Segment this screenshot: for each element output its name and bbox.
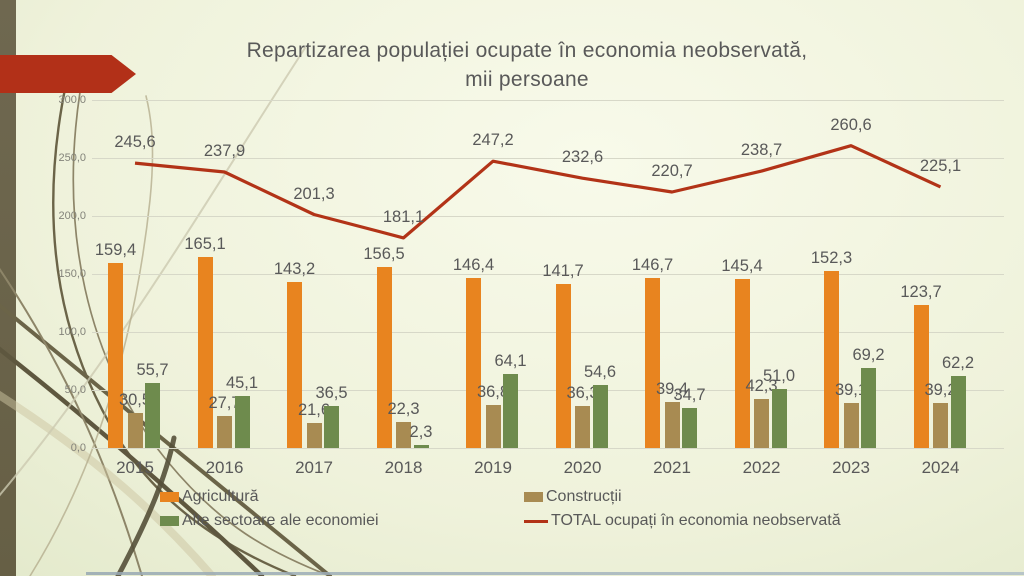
slide-title: Repartizarea populației ocupate în econo… — [130, 36, 924, 94]
x-axis-label-2015: 2015 — [116, 458, 154, 477]
x-axis-label-2017: 2017 — [295, 458, 333, 477]
bar-alte-sectoare-2017 — [324, 405, 339, 448]
bar-value-label: 39,1 — [834, 380, 868, 399]
x-axis-label-2016: 2016 — [205, 458, 244, 477]
x-axis-label-2024: 2024 — [921, 458, 960, 477]
bar-constructii-2015 — [127, 412, 143, 448]
bar-alte-sectoare-2024 — [950, 375, 966, 448]
gridline — [92, 274, 1004, 275]
line-value-label: 232,6 — [561, 148, 604, 167]
bar-value-label: 62,2 — [941, 353, 975, 372]
x-axis-label-2023: 2023 — [832, 458, 870, 477]
line-value-label: 237,9 — [203, 142, 246, 160]
line-value-label: 247,2 — [472, 131, 514, 150]
bar-value-label: 165,1 — [184, 234, 226, 253]
bar-agricultura-2020 — [555, 283, 571, 448]
bar-constructii-2020 — [575, 405, 590, 448]
bar-value-label: 69,2 — [852, 345, 885, 364]
bar-value-label: 36,3 — [566, 383, 599, 402]
bar-agricultura-2021 — [645, 277, 660, 448]
bar-value-label: 146,7 — [631, 255, 674, 274]
line-value-label: 238,7 — [740, 141, 783, 160]
bar-value-label: 143,2 — [273, 259, 316, 278]
gridline — [92, 100, 1004, 101]
x-axis-label-2020: 2020 — [563, 458, 602, 477]
x-axis-label-2022: 2022 — [742, 458, 781, 477]
y-axis-tick-label: 150,0 — [58, 268, 86, 280]
x-axis-label-2021: 2021 — [653, 458, 691, 477]
bar-alte-sectoare-2016 — [234, 395, 250, 448]
bar-value-label: 22,3 — [387, 400, 420, 419]
bar-agricultura-2022 — [734, 279, 750, 448]
y-axis-tick-label: 200,0 — [58, 210, 86, 222]
gridline — [92, 390, 1004, 391]
bar-value-label: 55,7 — [136, 361, 169, 380]
bar-value-label: 42,3 — [745, 376, 778, 395]
bar-agricultura-2019 — [466, 278, 481, 448]
line-value-label: 201,3 — [293, 184, 335, 203]
bar-agricultura-2024 — [913, 304, 929, 448]
bar-value-label: 36,5 — [315, 383, 348, 402]
line-value-label: 181,1 — [382, 207, 425, 226]
bar-constructii-2023 — [843, 402, 859, 448]
slide-bottom-edge — [86, 572, 1024, 575]
bar-value-label: 159,4 — [94, 241, 137, 260]
slide-title-line1: Repartizarea populației ocupate în econo… — [246, 39, 808, 62]
line-value-label: 225,1 — [919, 156, 962, 175]
bar-value-label: 54,6 — [583, 362, 617, 381]
line-value-label: 245,6 — [114, 133, 156, 152]
bar-value-label: 39,2 — [924, 380, 957, 399]
bar-agricultura-2017 — [287, 281, 302, 448]
bar-agricultura-2023 — [824, 271, 839, 448]
bar-value-label: 51,0 — [762, 366, 796, 385]
bar-constructii-2019 — [485, 405, 501, 448]
gridline — [92, 216, 1004, 217]
gridline — [92, 448, 1004, 449]
bar-value-label: 2,3 — [409, 423, 433, 442]
bar-constructii-2018 — [396, 422, 411, 448]
line-value-label: 260,6 — [830, 115, 872, 134]
bar-value-label: 146,4 — [452, 256, 495, 275]
bar-value-label: 39,4 — [655, 380, 689, 399]
bar-alte-sectoare-2015 — [145, 383, 160, 448]
bar-constructii-2017 — [306, 422, 322, 448]
bar-constructii-2021 — [664, 402, 680, 448]
bar-value-label: 156,5 — [363, 244, 405, 263]
bar-value-label: 34,7 — [673, 385, 706, 404]
bar-agricultura-2015 — [108, 263, 123, 448]
y-axis-tick-label: 250,0 — [58, 152, 86, 164]
bar-constructii-2016 — [217, 415, 232, 448]
x-axis-label-2019: 2019 — [474, 458, 512, 477]
bar-value-label: 36,8 — [476, 383, 510, 402]
y-axis-tick-label: 100,0 — [58, 326, 86, 338]
bar-constructii-2024 — [933, 402, 948, 448]
gridline — [92, 332, 1004, 333]
bar-value-label: 152,3 — [810, 249, 853, 268]
bar-alte-sectoare-2018 — [413, 445, 429, 448]
bar-alte-sectoare-2023 — [861, 367, 876, 448]
bar-agricultura-2016 — [197, 256, 213, 448]
bar-alte-sectoare-2022 — [771, 388, 787, 448]
x-axis-label-2018: 2018 — [384, 458, 423, 477]
bar-agricultura-2018 — [376, 266, 392, 448]
y-axis-tick-label: 0,0 — [70, 442, 86, 454]
y-axis-tick-label: 50,0 — [64, 384, 86, 396]
bar-value-label: 45,1 — [225, 373, 259, 392]
slide-title-line2: mii persoane — [465, 68, 589, 91]
bar-alte-sectoare-2021 — [682, 407, 697, 448]
line-value-label: 220,7 — [651, 162, 693, 180]
bar-value-label: 145,4 — [721, 257, 763, 276]
bar-constructii-2022 — [754, 398, 769, 448]
bar-alte-sectoare-2020 — [592, 384, 608, 448]
bar-value-label: 64,1 — [494, 351, 527, 370]
bar-alte-sectoare-2019 — [503, 373, 518, 448]
y-axis-tick-label: 300,0 — [58, 94, 86, 106]
bar-value-label: 141,7 — [542, 261, 584, 280]
bar-value-label: 123,7 — [900, 282, 942, 301]
